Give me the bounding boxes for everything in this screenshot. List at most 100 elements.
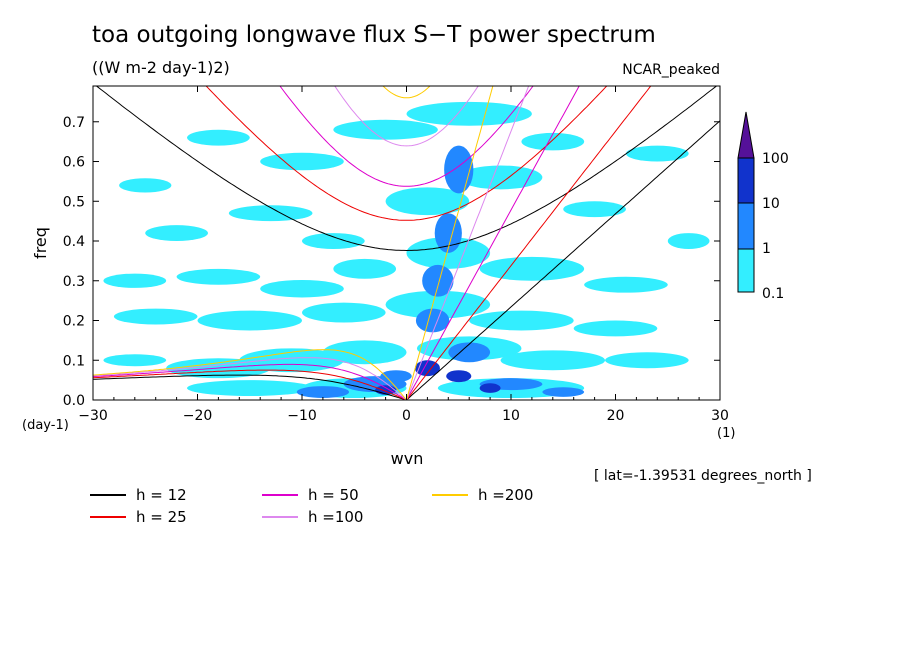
x-tick-label: 20 xyxy=(607,408,625,424)
er-curve-h25 xyxy=(93,369,407,400)
x-unit-label: (1) xyxy=(717,426,735,441)
ig-curve-h100 xyxy=(334,86,479,147)
power-blob xyxy=(667,233,710,249)
legend-item-h12: h = 12 xyxy=(90,486,187,504)
power-blob xyxy=(448,342,491,363)
power-blob xyxy=(296,386,350,399)
colorbar-extend-max xyxy=(737,111,755,159)
power-blob xyxy=(479,383,501,393)
x-tick-label: 30 xyxy=(711,408,729,424)
legend-item-h100: h =100 xyxy=(262,508,363,526)
power-blob xyxy=(563,201,626,218)
ig-curve-h50 xyxy=(279,86,534,187)
colorbar-label: 10 xyxy=(762,196,780,212)
legend-swatch xyxy=(90,516,126,518)
power-blob xyxy=(260,152,344,171)
colorbar-seg-1 xyxy=(737,202,755,250)
curves-legend: h = 12 h = 25 h = 50 h =100 h =200 xyxy=(90,486,610,536)
power-blob xyxy=(414,360,440,377)
power-blob xyxy=(500,350,606,371)
legend-label: h = 25 xyxy=(136,508,187,526)
power-blob xyxy=(103,273,167,288)
y-tick-label: 0.6 xyxy=(63,155,85,171)
colorbar-seg-2 xyxy=(737,157,755,204)
power-blob xyxy=(584,276,668,293)
power-blob xyxy=(228,205,313,222)
kelvin-curve-h100 xyxy=(406,86,530,400)
axes: −30 −20 −10 0 10 20 30 0.0 0.1 0.2 0.3 0.4 0.5 0.6 0.7… xyxy=(22,86,735,468)
plot-content xyxy=(93,86,720,400)
power-blob xyxy=(302,302,386,323)
power-blob xyxy=(187,380,313,397)
power-blob xyxy=(333,258,397,279)
y-tick-label: 0.3 xyxy=(63,274,85,290)
legend-swatch xyxy=(262,494,298,496)
x-axis-label: wvn xyxy=(391,449,424,468)
kelvin-curve-h25 xyxy=(406,86,652,400)
legend-label: h = 50 xyxy=(308,486,359,504)
colorbar: 0.1 1 10 100 xyxy=(737,111,789,302)
x-tick-label: −30 xyxy=(78,408,108,424)
chart-units: ((W m-2 day-1)2) xyxy=(92,58,230,77)
power-blob xyxy=(446,370,472,383)
power-blob xyxy=(605,352,689,369)
chart-title: toa outgoing longwave flux S−T power spe… xyxy=(92,22,656,48)
legend-swatch xyxy=(432,494,468,496)
power-blob xyxy=(176,268,261,285)
power-blob xyxy=(458,165,543,190)
power-blob xyxy=(260,279,344,298)
kelvin-curve-h50 xyxy=(406,86,580,400)
model-tag: NCAR_peaked xyxy=(622,62,720,78)
power-blob xyxy=(113,308,198,325)
x-tick-label: 10 xyxy=(502,408,520,424)
ig-curve-h200 xyxy=(382,86,431,99)
y-tick-label: 0.0 xyxy=(63,393,85,409)
power-blob xyxy=(385,290,491,319)
y-tick-label: 0.1 xyxy=(63,353,85,369)
legend-label: h =200 xyxy=(478,486,534,504)
colorbar-label: 1 xyxy=(762,241,771,257)
y-tick-label: 0.2 xyxy=(63,314,85,330)
power-blob xyxy=(542,387,585,397)
latitude-info: [ lat=-1.39531 degrees_north ] xyxy=(594,468,812,484)
dispersion-curves xyxy=(93,86,720,400)
power-blob xyxy=(406,101,532,126)
power-blob xyxy=(521,132,585,151)
power-blob xyxy=(573,320,658,337)
power-blob xyxy=(469,310,574,331)
y-unit-label: (day-1) xyxy=(22,418,69,433)
er-curve-h100 xyxy=(93,357,407,400)
power-blob xyxy=(422,264,454,297)
colorbar-label: 0.1 xyxy=(762,286,784,302)
power-blob xyxy=(302,233,365,249)
y-tick-label: 0.5 xyxy=(63,194,85,210)
power-blob xyxy=(197,310,302,331)
legend-label: h =100 xyxy=(308,508,364,526)
power-blob xyxy=(479,256,585,281)
x-tick-label: −20 xyxy=(183,408,213,424)
legend-item-h25: h = 25 xyxy=(90,508,187,526)
y-tick-label: 0.4 xyxy=(63,234,85,250)
power-blob xyxy=(322,340,407,365)
power-blob xyxy=(625,145,689,162)
power-blob xyxy=(103,354,167,367)
x-tick-label: 0 xyxy=(402,408,411,424)
colorbar-label: 100 xyxy=(762,151,789,167)
power-blob xyxy=(119,178,172,193)
power-contours xyxy=(103,101,710,399)
power-blob xyxy=(239,348,344,373)
y-tick-label: 0.7 xyxy=(63,115,85,131)
ig-curve-h12 xyxy=(95,86,718,252)
power-blob xyxy=(444,145,474,194)
legend-item-h50: h = 50 xyxy=(262,486,359,504)
power-blob xyxy=(415,308,450,333)
power-blob xyxy=(385,187,470,216)
legend-swatch xyxy=(262,516,298,518)
colorbar-seg-0 xyxy=(737,248,755,293)
legend-swatch xyxy=(90,494,126,496)
legend-label: h = 12 xyxy=(136,486,187,504)
kelvin-curve-h12 xyxy=(406,120,720,400)
ig-curve-h25 xyxy=(205,86,608,221)
er-curve-h50 xyxy=(93,363,407,400)
